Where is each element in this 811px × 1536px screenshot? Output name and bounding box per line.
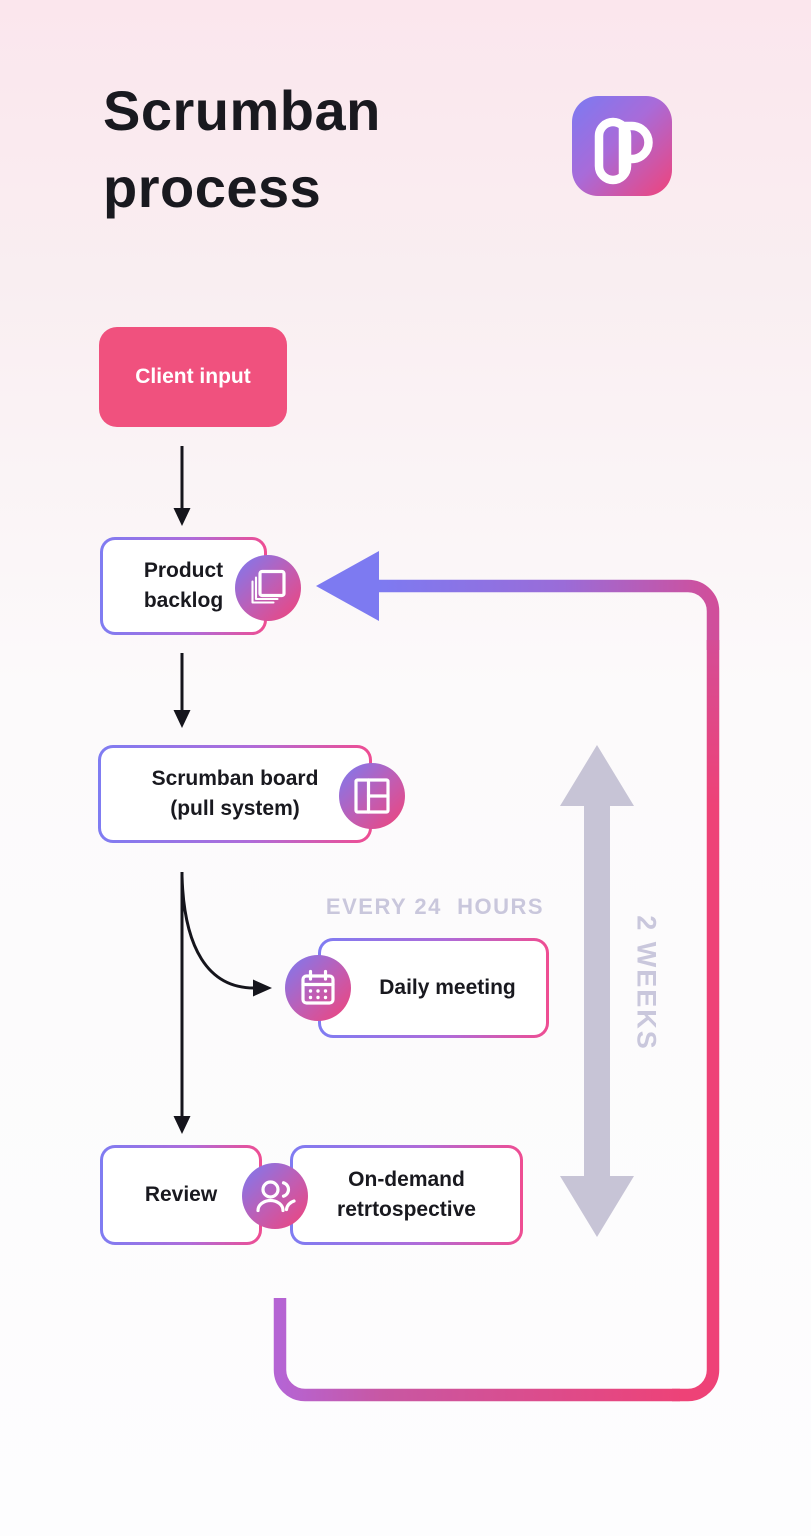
arrow-client-to-backlog (173, 446, 191, 526)
page-title-line-1: Scrumban (103, 79, 381, 142)
node-daily-meeting: Daily meeting (318, 938, 549, 1038)
page-title: Scrumban process (103, 72, 381, 226)
node-product-backlog: Product backlog (100, 537, 267, 635)
loop-arrowhead-icon (316, 551, 379, 621)
calendar-icon (301, 969, 335, 1005)
arrow-board-to-review (173, 872, 191, 1134)
daily-meeting-label: Daily meeting (379, 976, 516, 999)
daily-meeting-icon-badge (285, 955, 351, 1021)
two-weeks-double-arrow (560, 745, 634, 1237)
product-backlog-label: Product backlog (143, 559, 224, 612)
two-weeks-label: 2 WEEKS (631, 915, 662, 1051)
loop-top-segment (379, 579, 720, 650)
product-backlog-icon-badge (235, 555, 301, 621)
app-logo (572, 96, 672, 196)
on-demand-label-line-2: retrtospective (337, 1198, 476, 1221)
every-24-hours-label: EVERY 24 HOURS (325, 894, 545, 919)
arrow-backlog-to-board (173, 653, 191, 728)
node-client-input: Client input (99, 327, 287, 427)
node-on-demand-retrospective: On-demand retrtospective (290, 1145, 523, 1245)
on-demand-label-line-1: On-demand (348, 1168, 465, 1191)
page-title-line-2: process (103, 156, 322, 219)
review-label: Review (144, 1183, 218, 1206)
review-icon-badge (242, 1163, 308, 1229)
node-review: Review (100, 1145, 262, 1245)
node-scrumban-board: Scrumban board (pull system) (98, 745, 372, 843)
scrumban-board-label-line-2: (pull system) (170, 797, 300, 820)
app-logo-icon (594, 117, 653, 185)
arrow-branch-to-daily-meeting (180, 875, 272, 997)
loop-right-segment (672, 640, 720, 1402)
logo-p-shape (618, 121, 653, 179)
scrumban-board-label-line-1: Scrumban board (151, 767, 319, 790)
kanban-board-icon (354, 778, 390, 814)
loop-bottom-segment (273, 1298, 680, 1402)
stacked-cards-icon (251, 569, 286, 604)
client-input-label: Client input (135, 365, 251, 388)
people-icon (256, 1180, 296, 1213)
scrumban-board-icon-badge (339, 763, 405, 829)
